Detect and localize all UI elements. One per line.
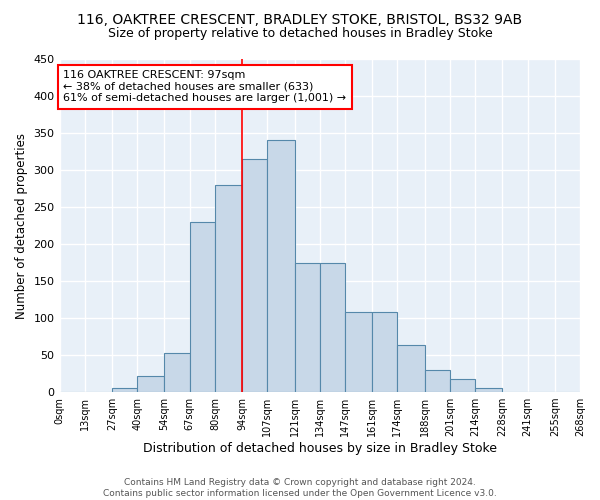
Bar <box>475 388 502 392</box>
Bar <box>112 388 137 392</box>
Bar <box>215 185 242 392</box>
Bar <box>164 353 190 392</box>
Bar <box>137 376 164 392</box>
Text: Contains HM Land Registry data © Crown copyright and database right 2024.
Contai: Contains HM Land Registry data © Crown c… <box>103 478 497 498</box>
Bar <box>345 312 372 392</box>
Bar <box>242 159 268 392</box>
Bar <box>268 140 295 392</box>
Text: Size of property relative to detached houses in Bradley Stoke: Size of property relative to detached ho… <box>107 28 493 40</box>
Bar <box>450 379 475 392</box>
Bar <box>320 262 345 392</box>
Text: 116, OAKTREE CRESCENT, BRADLEY STOKE, BRISTOL, BS32 9AB: 116, OAKTREE CRESCENT, BRADLEY STOKE, BR… <box>77 12 523 26</box>
Bar <box>295 262 320 392</box>
Bar <box>397 346 425 392</box>
Bar <box>190 222 215 392</box>
Text: 116 OAKTREE CRESCENT: 97sqm
← 38% of detached houses are smaller (633)
61% of se: 116 OAKTREE CRESCENT: 97sqm ← 38% of det… <box>64 70 347 103</box>
Bar <box>425 370 450 392</box>
Y-axis label: Number of detached properties: Number of detached properties <box>15 132 28 318</box>
X-axis label: Distribution of detached houses by size in Bradley Stoke: Distribution of detached houses by size … <box>143 442 497 455</box>
Bar <box>372 312 397 392</box>
